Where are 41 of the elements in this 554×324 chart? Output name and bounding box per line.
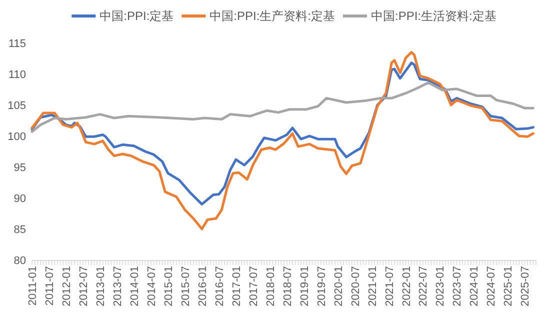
x-tick-label: 2019-07 — [316, 266, 328, 306]
x-tick-label: 2017-07 — [248, 266, 260, 306]
y-tick-label: 115 — [8, 38, 26, 50]
legend-label: 中国:PPI:生产资料:定基 — [210, 9, 336, 23]
x-tick-label: 2022-07 — [418, 266, 430, 306]
x-tick-label: 2025-01 — [502, 266, 515, 306]
x-tick-label: 2013-07 — [112, 266, 124, 306]
x-tick-label: 2024-07 — [486, 266, 498, 306]
x-tick-label: 2023-07 — [452, 266, 464, 306]
x-tick-label: 2015-01 — [162, 266, 175, 306]
x-tick-label: 2018-01 — [264, 266, 277, 306]
legend-label: 中国:PPI:生活资料:定基 — [371, 9, 496, 23]
legend-label: 中国:PPI:定基 — [100, 9, 174, 23]
x-tick-label: 2019-01 — [298, 266, 311, 306]
x-tick-label: 2020-07 — [350, 266, 362, 306]
x-tick-label: 2024-01 — [468, 266, 481, 306]
x-tick-label: 2014-07 — [146, 266, 158, 306]
x-tick-label: 2011-07 — [44, 266, 56, 306]
x-tick-label: 2015-07 — [180, 266, 192, 306]
x-tick-label: 2022-01 — [400, 266, 413, 306]
x-tick-label: 2021-07 — [384, 266, 396, 306]
x-tick-label: 2018-07 — [282, 266, 294, 306]
x-tick-label: 2011-01 — [27, 266, 39, 306]
x-tick-label: 2021-01 — [366, 266, 379, 306]
x-tick-label: 2012-01 — [60, 266, 73, 306]
x-tick-label: 2020-01 — [332, 266, 345, 306]
x-tick-label: 2023-01 — [434, 266, 447, 306]
y-tick-label: 80 — [14, 255, 26, 267]
y-tick-label: 110 — [8, 69, 26, 81]
y-tick-label: 105 — [8, 100, 26, 112]
x-tick-label: 2012-07 — [78, 266, 90, 306]
x-tick-label: 2016-07 — [214, 266, 226, 306]
y-tick-label: 85 — [14, 224, 26, 236]
y-tick-label: 95 — [14, 162, 26, 174]
y-tick-label: 90 — [14, 193, 26, 205]
y-tick-label: 100 — [8, 131, 26, 143]
x-tick-label: 2013-01 — [94, 266, 107, 306]
x-tick-label: 2016-01 — [196, 266, 209, 306]
x-tick-label: 2017-01 — [230, 266, 243, 306]
x-tick-label: 2014-01 — [128, 266, 141, 306]
x-tick-label: 2025-07 — [520, 266, 532, 306]
